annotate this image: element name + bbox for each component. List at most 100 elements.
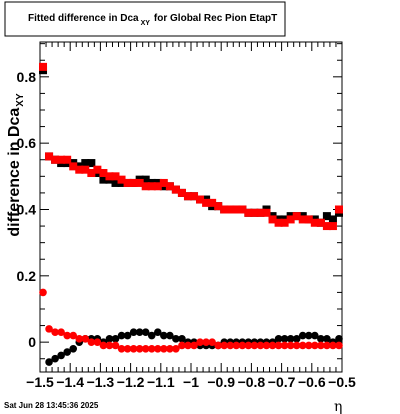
data-point: [268, 215, 277, 224]
data-point: [311, 331, 319, 340]
data-point: [292, 341, 301, 350]
title-box: Fitted difference in Dca XY for Global Rec…: [4, 1, 286, 37]
data-point: [244, 341, 253, 350]
data-point: [256, 208, 265, 217]
data-point: [298, 331, 307, 340]
data-point: [135, 178, 144, 187]
data-point: [57, 328, 65, 337]
data-point: [202, 338, 210, 346]
data-point: [256, 341, 265, 350]
y-axis-label: difference in DcaXY: [6, 93, 26, 237]
data-point: [129, 178, 138, 187]
data-point: [105, 335, 114, 343]
data-point: [147, 344, 156, 353]
series-0: [39, 66, 343, 227]
data-point: [172, 335, 180, 343]
data-point: [274, 341, 283, 350]
data-point: [208, 198, 217, 207]
x-tick-label: −1.1: [147, 374, 175, 390]
data-point: [220, 205, 229, 214]
data-point: [317, 341, 325, 350]
data-point: [323, 335, 331, 343]
data-point: [111, 335, 120, 343]
data-point: [141, 175, 150, 184]
data-point: [135, 344, 144, 353]
data-point: [171, 185, 180, 194]
data-point: [317, 335, 325, 343]
y-tick-label: 0.4: [17, 201, 37, 217]
data-point: [75, 335, 84, 343]
data-point: [111, 178, 120, 187]
data-point: [226, 341, 235, 350]
x-tick-label: −1.3: [87, 374, 115, 390]
data-point: [57, 155, 66, 164]
data-point: [183, 192, 192, 201]
data-point: [274, 335, 283, 343]
data-point: [81, 165, 90, 174]
data-point: [196, 195, 205, 204]
data-point: [117, 344, 126, 353]
data-point: [280, 341, 289, 350]
data-point: [141, 344, 150, 353]
data-point: [322, 222, 331, 231]
data-point: [81, 335, 90, 343]
data-point: [316, 218, 325, 227]
data-point: [226, 205, 235, 214]
data-point: [196, 338, 204, 346]
data-point: [87, 159, 96, 168]
data-point: [172, 344, 180, 353]
x-tick-label: −0.8: [238, 374, 266, 390]
data-point: [51, 328, 59, 337]
data-point: [304, 341, 313, 350]
data-point: [39, 62, 48, 71]
data-point: [292, 212, 301, 221]
plot-frame: [39, 41, 343, 373]
data-point: [274, 218, 283, 227]
data-point: [141, 182, 150, 191]
data-point: [45, 152, 54, 161]
series-3: [39, 288, 343, 353]
data-point: [178, 335, 186, 343]
data-point: [286, 215, 295, 224]
data-point: [298, 215, 307, 224]
data-point: [232, 205, 241, 214]
x-tick-label: −0.7: [268, 374, 296, 390]
data-point: [166, 344, 174, 353]
data-series: [39, 62, 343, 366]
data-point: [81, 159, 90, 168]
data-point: [166, 331, 174, 340]
data-point: [63, 348, 71, 356]
data-point: [238, 205, 247, 214]
data-point: [135, 328, 144, 337]
data-point: [129, 344, 138, 353]
series-1: [39, 62, 343, 231]
data-point: [159, 178, 168, 187]
data-point: [123, 178, 132, 187]
data-point: [117, 331, 126, 340]
data-point: [153, 344, 162, 353]
data-point: [69, 162, 78, 171]
data-point: [202, 198, 211, 207]
data-point: [250, 341, 259, 350]
data-point: [147, 331, 156, 340]
data-point: [335, 335, 343, 343]
data-point: [177, 188, 186, 197]
data-point: [190, 192, 199, 201]
y-tick-label: 0.8: [17, 69, 37, 85]
data-point: [304, 331, 313, 340]
data-point: [45, 325, 53, 333]
data-point: [105, 172, 114, 181]
data-point: [178, 341, 186, 350]
data-point: [99, 169, 108, 178]
data-point: [123, 344, 132, 353]
data-point: [99, 175, 108, 184]
x-axis-ticks: [39, 42, 343, 372]
data-point: [328, 215, 337, 224]
footer-timestamp: Sat Jun 28 13:45:36 2025: [4, 401, 99, 410]
data-point: [310, 218, 319, 227]
x-tick-label: −1: [183, 374, 199, 390]
x-tick-label: −1.4: [56, 374, 84, 390]
data-point: [244, 208, 253, 217]
data-point: [184, 341, 192, 350]
